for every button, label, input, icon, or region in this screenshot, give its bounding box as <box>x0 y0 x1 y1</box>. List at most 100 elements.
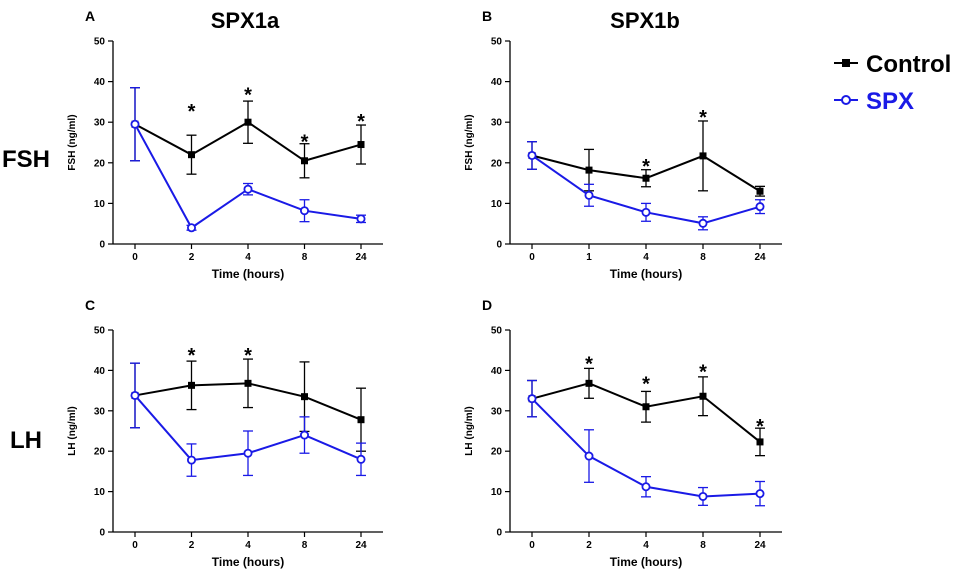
data-point-control-b <box>642 174 650 182</box>
x-tick-label-b: 8 <box>700 252 706 263</box>
row-label-fsh: FSH <box>2 146 50 173</box>
panel-letter-a: A <box>85 8 95 24</box>
y-tick-label-d: 30 <box>491 406 503 417</box>
legend-control-marker <box>842 59 850 67</box>
x-tick-label-c: 8 <box>302 540 308 551</box>
data-point-spx-d <box>527 394 537 404</box>
data-point-spx-d <box>641 482 651 492</box>
y-tick-label-b: 30 <box>491 118 503 129</box>
data-point-control-d <box>642 403 650 411</box>
data-point-control-c <box>244 379 252 387</box>
y-tick-label-b: 40 <box>491 77 503 88</box>
y-tick-label-a: 10 <box>94 199 106 210</box>
x-tick-label-b: 1 <box>586 252 592 263</box>
y-tick-label-d: 20 <box>491 447 503 458</box>
x-axis-title-c: Time (hours) <box>212 555 284 569</box>
significance-star-b: * <box>699 107 707 129</box>
data-point-spx-d <box>755 489 765 499</box>
row-label-lh: LH <box>10 427 42 454</box>
column-title-spx1b: SPX1b <box>610 8 680 33</box>
y-tick-label-d: 50 <box>491 326 503 337</box>
significance-star-c: * <box>188 345 196 367</box>
y-tick-label-c: 0 <box>99 528 105 539</box>
data-point-spx-c <box>356 454 366 464</box>
y-axis-title-a: FSH (ng/ml) <box>67 114 78 170</box>
legend-spx-marker <box>841 95 851 105</box>
significance-star-a: * <box>188 101 196 123</box>
data-point-spx-b <box>527 150 537 160</box>
significance-star-d: * <box>699 361 707 383</box>
x-tick-label-d: 8 <box>700 540 706 551</box>
y-tick-label-c: 40 <box>94 366 106 377</box>
x-tick-label-c: 4 <box>245 540 251 551</box>
y-tick-label-a: 50 <box>94 37 106 48</box>
significance-star-a: * <box>357 111 365 133</box>
y-tick-label-b: 10 <box>491 199 503 210</box>
y-tick-label-b: 50 <box>491 37 503 48</box>
x-tick-label-c: 2 <box>189 540 195 551</box>
panel-letter-d: D <box>482 297 492 313</box>
y-tick-label-c: 30 <box>94 406 106 417</box>
data-point-spx-c <box>186 455 196 465</box>
y-axis-title-c: LH (ng/ml) <box>67 406 78 455</box>
y-tick-label-b: 20 <box>491 158 503 169</box>
x-tick-label-b: 24 <box>754 252 766 263</box>
data-point-spx-a <box>243 184 253 194</box>
y-tick-label-c: 20 <box>94 447 106 458</box>
x-tick-label-b: 4 <box>643 252 649 263</box>
data-point-control-a <box>188 151 195 159</box>
y-tick-label-b: 0 <box>496 240 502 251</box>
x-axis-title-a: Time (hours) <box>212 267 284 281</box>
x-axis-title-b: Time (hours) <box>610 267 682 281</box>
y-tick-label-c: 10 <box>94 487 106 498</box>
x-tick-label-c: 0 <box>132 540 138 551</box>
panel-letter-c: C <box>85 297 95 313</box>
y-tick-label-d: 10 <box>491 487 503 498</box>
y-tick-label-a: 20 <box>94 158 106 169</box>
significance-star-b: * <box>642 156 650 178</box>
significance-star-d: * <box>585 353 593 375</box>
data-point-control-d <box>585 379 593 387</box>
data-point-spx-a <box>186 223 196 233</box>
data-point-control-b <box>699 152 707 160</box>
data-point-control-b <box>756 187 764 195</box>
data-point-spx-b <box>641 207 651 217</box>
data-point-spx-a <box>130 119 140 129</box>
x-tick-label-d: 0 <box>529 540 535 551</box>
data-point-spx-d <box>698 491 708 501</box>
x-tick-label-a: 0 <box>132 252 138 263</box>
data-point-spx-b <box>584 190 594 200</box>
data-point-control-c <box>188 381 195 389</box>
x-tick-label-b: 0 <box>529 252 535 263</box>
data-point-spx-a <box>356 214 366 224</box>
data-point-spx-c <box>243 448 253 458</box>
panel-letter-b: B <box>482 8 492 24</box>
data-point-control-c <box>357 416 365 424</box>
y-tick-label-a: 0 <box>99 240 105 251</box>
data-point-control-a <box>244 118 252 126</box>
y-tick-label-a: 30 <box>94 118 106 129</box>
data-point-spx-b <box>755 202 765 212</box>
data-point-spx-b <box>698 218 708 228</box>
column-title-spx1a: SPX1a <box>211 8 280 33</box>
data-point-control-c <box>301 393 308 401</box>
data-point-spx-d <box>584 451 594 461</box>
x-tick-label-a: 8 <box>302 252 308 263</box>
data-point-spx-c <box>130 390 140 400</box>
data-point-control-a <box>357 141 365 149</box>
y-tick-label-c: 50 <box>94 326 106 337</box>
significance-star-c: * <box>244 345 252 367</box>
y-axis-title-d: LH (ng/ml) <box>464 406 475 455</box>
x-tick-label-d: 4 <box>643 540 649 551</box>
data-point-control-d <box>756 438 764 446</box>
data-point-control-d <box>699 392 707 400</box>
data-point-control-a <box>301 157 308 165</box>
x-tick-label-c: 24 <box>355 540 367 551</box>
x-tick-label-a: 4 <box>245 252 251 263</box>
data-point-spx-a <box>299 206 309 216</box>
